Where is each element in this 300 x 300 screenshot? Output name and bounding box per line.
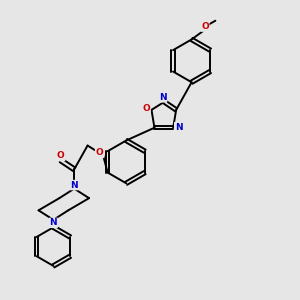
- Text: O: O: [96, 148, 103, 158]
- Text: O: O: [201, 22, 209, 31]
- Text: N: N: [159, 93, 166, 102]
- Text: N: N: [70, 181, 78, 190]
- Text: O: O: [142, 104, 150, 113]
- Text: N: N: [175, 123, 182, 132]
- Text: O: O: [57, 152, 65, 160]
- Text: N: N: [50, 218, 57, 227]
